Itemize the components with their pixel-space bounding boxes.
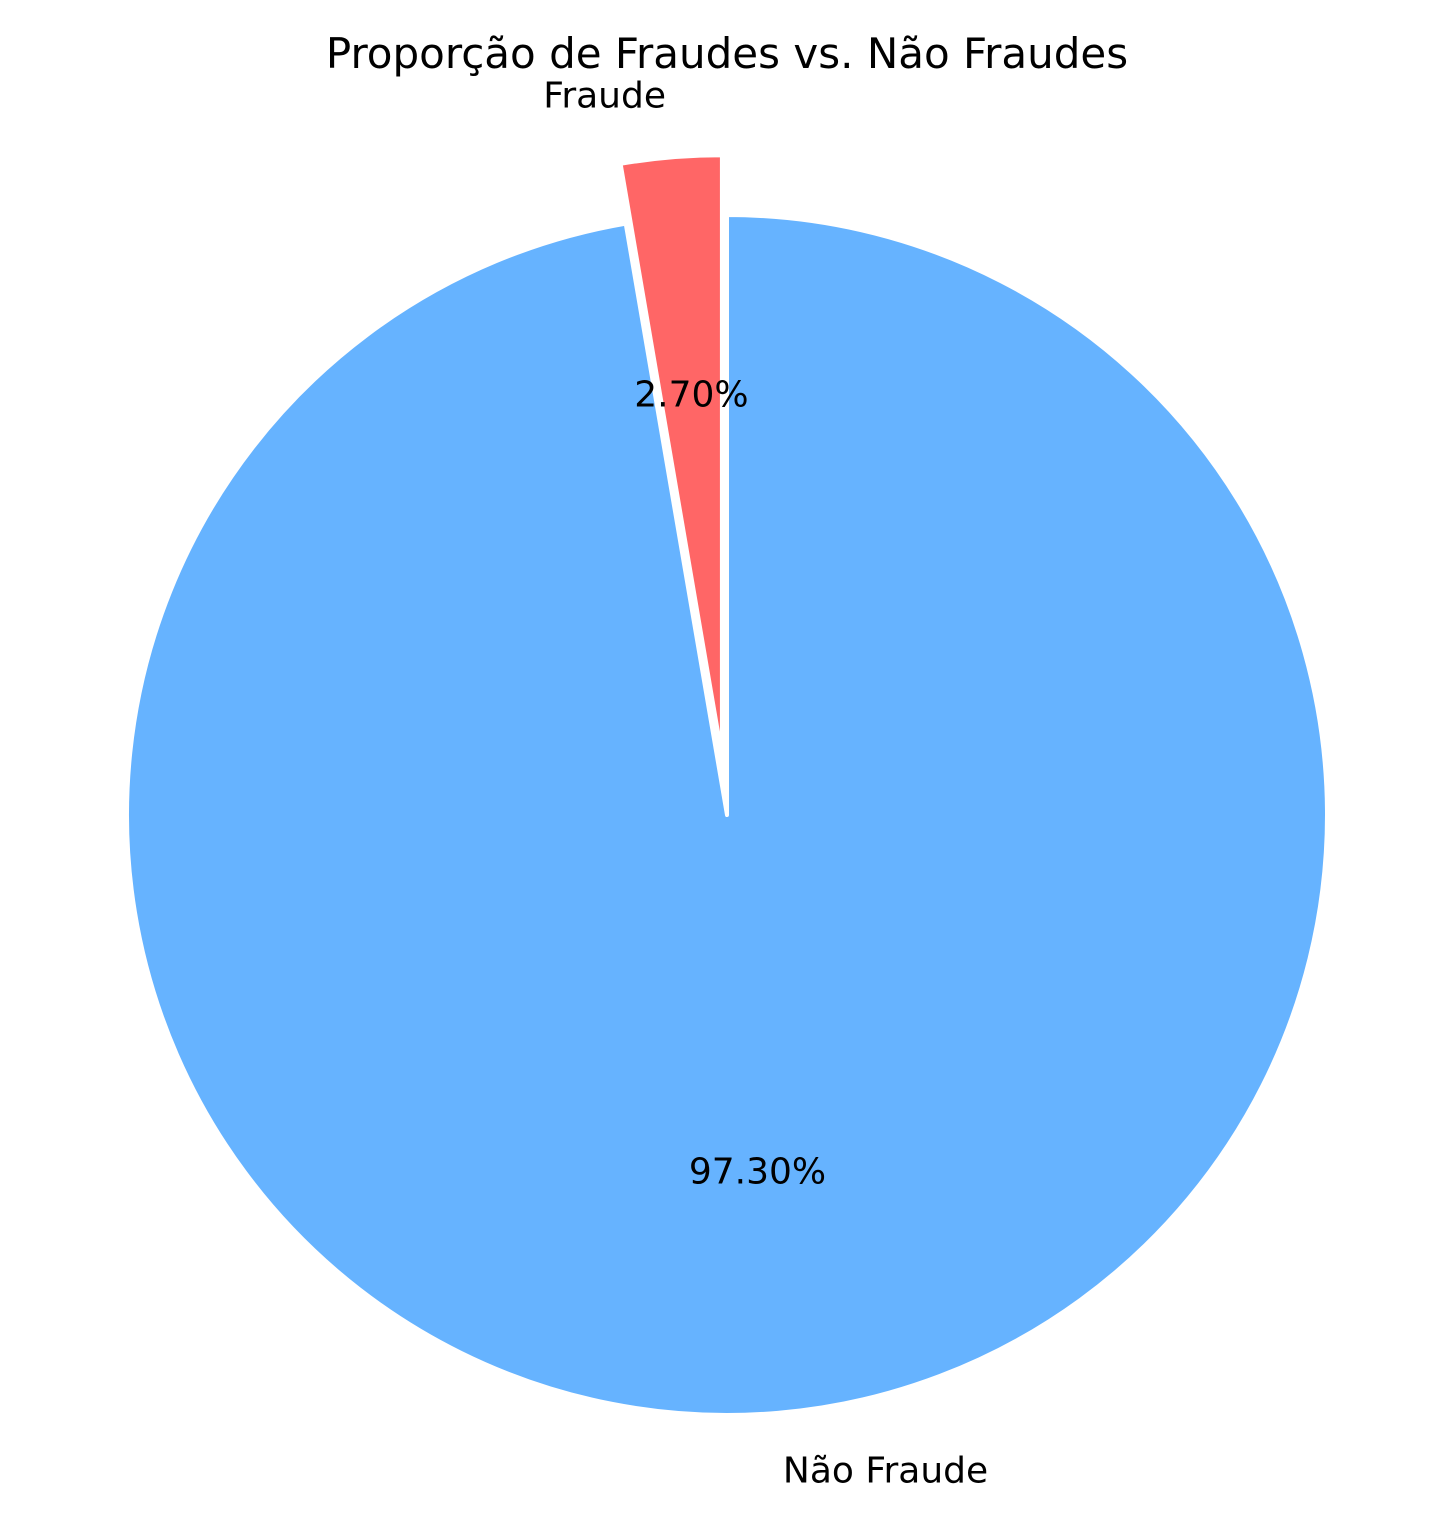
pie-slice-nao-fraude <box>125 213 1329 1417</box>
chart-title: Proporção de Fraudes vs. Não Fraudes <box>326 29 1128 78</box>
slice-label-fraude: Fraude <box>543 76 666 117</box>
pie-slice-fraude <box>618 153 724 758</box>
pie-slices <box>125 153 1329 1417</box>
slice-label-nao-fraude: Não Fraude <box>783 1451 988 1492</box>
pct-label-nao-fraude: 97.30% <box>689 1152 826 1193</box>
pie-labels: Não Fraude 97.30% Fraude 2.70% <box>543 76 988 1492</box>
pct-label-fraude: 2.70% <box>634 375 748 416</box>
